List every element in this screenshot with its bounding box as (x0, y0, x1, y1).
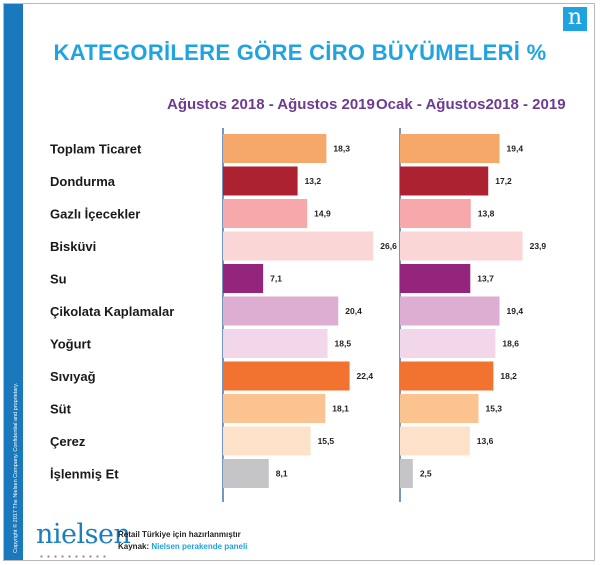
data-label-2: 2,5 (420, 469, 432, 479)
data-label-1: 22,4 (357, 371, 374, 381)
bar-2 (400, 231, 523, 261)
bar-2 (400, 264, 471, 293)
bar-1 (223, 329, 328, 358)
data-label-1: 18,3 (333, 144, 350, 154)
bar-2 (400, 166, 489, 196)
wordmark-dots (38, 555, 108, 558)
data-label-2: 18,6 (502, 339, 519, 349)
series-title-2: Ocak - Ağustos2018 - 2019 (376, 96, 566, 113)
bar-2 (400, 329, 496, 358)
bar-1 (223, 296, 339, 326)
bar-2 (400, 459, 413, 488)
data-label-1: 7,1 (270, 274, 282, 284)
category-label: Gazlı İçecekler (50, 207, 140, 222)
chart-title: KATEGORİLERE GÖRE CİRO BÜYÜMELERİ % (53, 40, 547, 65)
data-label-1: 18,5 (335, 339, 352, 349)
data-label-2: 19,4 (507, 306, 524, 316)
data-label-2: 18,2 (500, 371, 517, 381)
category-label: Bisküvi (50, 239, 96, 254)
data-label-1: 20,4 (345, 306, 362, 316)
bar-1 (223, 459, 269, 488)
bar-1 (223, 361, 350, 391)
bar-2 (400, 394, 479, 423)
data-label-2: 13,8 (478, 209, 495, 219)
data-label-1: 14,9 (314, 209, 331, 219)
nielsen-wordmark: nielsen (36, 519, 131, 550)
data-label-2: 13,7 (477, 274, 494, 284)
chart-frame (3, 3, 595, 561)
data-label-1: 18,1 (332, 404, 349, 414)
footer-note: Retail Türkiye için hazırlanmıştır (118, 530, 241, 539)
data-label-2: 23,9 (530, 241, 547, 251)
data-label-2: 19,4 (507, 144, 524, 154)
bar-1 (223, 394, 326, 423)
logo-letter: n (567, 5, 583, 30)
nielsen-logo-icon: n (563, 5, 587, 31)
data-label-2: 15,3 (485, 404, 502, 414)
footer-source: Kaynak: Nielsen perakende paneli (118, 542, 247, 551)
data-label-1: 13,2 (305, 176, 322, 186)
bar-1 (223, 426, 311, 456)
bar-1 (223, 199, 308, 228)
bar-1 (223, 264, 264, 293)
bar-1 (223, 134, 327, 163)
bar-2 (400, 134, 500, 163)
bar-2 (400, 426, 470, 456)
bar-2 (400, 361, 494, 391)
category-label: Çikolata Kaplamalar (50, 304, 174, 319)
bar-1 (223, 231, 374, 261)
category-label: Yoğurt (50, 337, 92, 352)
bar-1 (223, 166, 298, 196)
source-value: Nielsen perakende paneli (151, 542, 248, 551)
data-label-1: 8,1 (276, 469, 288, 479)
bar-2 (400, 199, 471, 228)
category-label: İşlenmiş Et (50, 467, 119, 482)
sidebar-strip (4, 4, 23, 560)
series-title-1: Ağustos 2018 - Ağustos 2019 (167, 96, 375, 113)
category-label: Çerez (50, 434, 86, 449)
category-label: Süt (50, 402, 72, 417)
category-label: Su (50, 272, 67, 287)
data-label-2: 17,2 (495, 176, 512, 186)
bar-2 (400, 296, 500, 326)
category-label: Sıvıyağ (50, 369, 96, 384)
data-label-1: 15,5 (318, 436, 335, 446)
source-label: Kaynak: (118, 542, 150, 551)
data-label-2: 13,6 (477, 436, 494, 446)
category-label: Dondurma (50, 174, 116, 189)
data-label-1: 26,6 (380, 241, 397, 251)
category-label: Toplam Ticaret (50, 142, 142, 157)
